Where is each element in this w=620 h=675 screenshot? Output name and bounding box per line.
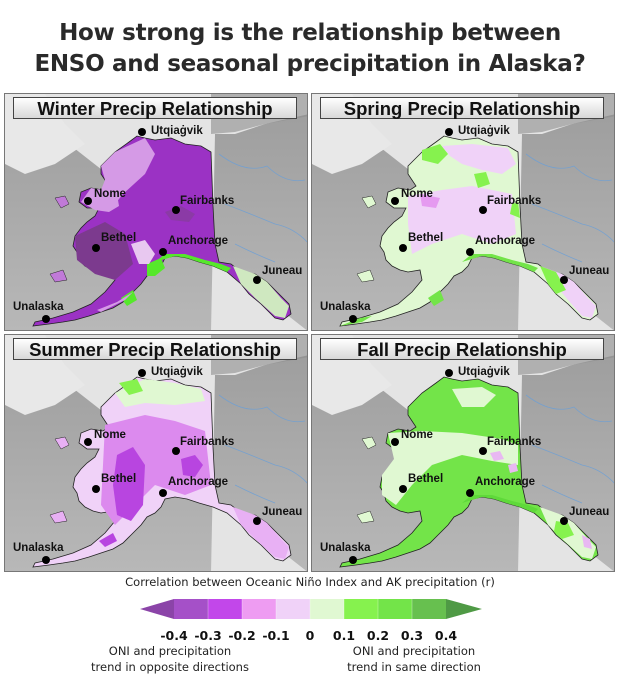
- city-label: Juneau: [569, 265, 610, 277]
- city-label: Utqiaġvik: [151, 366, 203, 378]
- city-marker-icon: [253, 276, 261, 284]
- legend-note-opposite-line1: ONI and precipitation: [108, 644, 232, 658]
- city-label: Juneau: [262, 506, 303, 518]
- colorbar-tick-label: -0.1: [262, 628, 290, 643]
- city-label: Nome: [94, 188, 126, 200]
- city-marker-icon: [138, 369, 146, 377]
- colorbar-bin: [208, 599, 242, 619]
- city-marker-icon: [399, 485, 407, 493]
- city-label: Utqiaġvik: [458, 125, 510, 137]
- city-marker-icon: [172, 206, 180, 214]
- colorbar-bin: [344, 599, 378, 619]
- city-label: Anchorage: [168, 235, 229, 247]
- city-marker-icon: [479, 447, 487, 455]
- city-label: Juneau: [569, 506, 610, 518]
- city-marker-icon: [391, 438, 399, 446]
- legend-note-same-line2: trend in same direction: [347, 660, 481, 674]
- city-marker-icon: [466, 489, 474, 497]
- legend-note-same-line1: ONI and precipitation: [352, 644, 476, 658]
- panel-title-fall: Fall Precip Relationship: [320, 338, 604, 360]
- colorbar-bin: [276, 599, 310, 619]
- city-marker-icon: [92, 244, 100, 252]
- city-marker-icon: [466, 248, 474, 256]
- city-marker-icon: [92, 485, 100, 493]
- city-marker-icon: [349, 315, 357, 323]
- colorbar-tick-label: -0.3: [194, 628, 222, 643]
- city-label: Unalaska: [13, 542, 64, 554]
- city-label: Unalaska: [320, 542, 371, 554]
- map-panel-winter: Winter Precip Relationship Utqiaġvik Nome…: [4, 93, 308, 331]
- colorbar-bin: [412, 599, 446, 619]
- city-label: Anchorage: [475, 476, 536, 488]
- city-marker-icon: [445, 128, 453, 136]
- city-label: Bethel: [101, 232, 137, 244]
- city-marker-icon: [42, 556, 50, 564]
- city-marker-icon: [159, 489, 167, 497]
- colorbar-tick-label: 0: [305, 628, 315, 643]
- city-marker-icon: [445, 369, 453, 377]
- colorbar-bin: [174, 599, 208, 619]
- city-marker-icon: [560, 276, 568, 284]
- city-marker-icon: [391, 197, 399, 205]
- main-title: How strong is the relationship between E…: [0, 18, 620, 80]
- city-label: Unalaska: [13, 301, 64, 313]
- city-marker-icon: [560, 517, 568, 525]
- city-label: Fairbanks: [180, 195, 235, 207]
- colorbar-extend-min: [140, 599, 174, 619]
- legend-note-same: ONI and precipitation trend in same dire…: [344, 643, 484, 675]
- city-marker-icon: [84, 197, 92, 205]
- main-title-line1: How strong is the relationship between: [59, 20, 561, 46]
- colorbar-tick-label: 0.2: [366, 628, 390, 643]
- city-label: Utqiaġvik: [458, 366, 510, 378]
- city-marker-icon: [479, 206, 487, 214]
- city-label: Bethel: [408, 473, 444, 485]
- map-panel-fall: Fall Precip Relationship Utqiaġvik Nome Fa…: [311, 334, 615, 572]
- legend-title: Correlation between Oceanic Niño Index a…: [125, 575, 495, 589]
- city-marker-icon: [84, 438, 92, 446]
- colorbar-extend-max: [446, 599, 482, 619]
- city-label: Bethel: [408, 232, 444, 244]
- city-marker-icon: [253, 517, 261, 525]
- panel-title-summer: Summer Precip Relationship: [13, 338, 297, 360]
- legend-note-opposite: ONI and precipitation trend in opposite …: [70, 643, 270, 675]
- city-marker-icon: [172, 447, 180, 455]
- city-label: Nome: [401, 429, 433, 441]
- colorbar-bin: [242, 599, 276, 619]
- city-marker-icon: [399, 244, 407, 252]
- map-panel-summer: Summer Precip Relationship Utqiaġvik Nome…: [4, 334, 308, 572]
- colorbar-tick-label: -0.2: [228, 628, 256, 643]
- city-label: Fairbanks: [180, 436, 235, 448]
- summer-map: [5, 335, 307, 571]
- city-label: Utqiaġvik: [151, 125, 203, 137]
- city-marker-icon: [138, 128, 146, 136]
- colorbar-bin: [310, 599, 344, 619]
- map-panel-spring: Spring Precip Relationship Utqiaġvik Nome…: [311, 93, 615, 331]
- city-label: Nome: [94, 429, 126, 441]
- city-label: Bethel: [101, 473, 137, 485]
- colorbar-bin: [378, 599, 412, 619]
- city-label: Nome: [401, 188, 433, 200]
- colorbar: [140, 599, 482, 619]
- panel-title-spring: Spring Precip Relationship: [320, 97, 604, 119]
- winter-map: [5, 94, 307, 330]
- city-label: Anchorage: [168, 476, 229, 488]
- legend-note-opposite-line2: trend in opposite directions: [91, 660, 249, 674]
- city-label: Unalaska: [320, 301, 371, 313]
- city-label: Juneau: [262, 265, 303, 277]
- city-marker-icon: [349, 556, 357, 564]
- city-label: Fairbanks: [487, 436, 542, 448]
- colorbar-tick-label: 0.3: [400, 628, 424, 643]
- colorbar-tick-label: -0.4: [160, 628, 188, 643]
- colorbar-tick-label: 0.4: [434, 628, 458, 643]
- spring-map: [312, 94, 614, 330]
- city-marker-icon: [159, 248, 167, 256]
- panel-title-winter: Winter Precip Relationship: [13, 97, 297, 119]
- city-marker-icon: [42, 315, 50, 323]
- city-label: Anchorage: [475, 235, 536, 247]
- main-title-line2: ENSO and seasonal precipitation in Alask…: [34, 51, 586, 77]
- fall-map: [312, 335, 614, 571]
- colorbar-tick-label: 0.1: [332, 628, 356, 643]
- city-label: Fairbanks: [487, 195, 542, 207]
